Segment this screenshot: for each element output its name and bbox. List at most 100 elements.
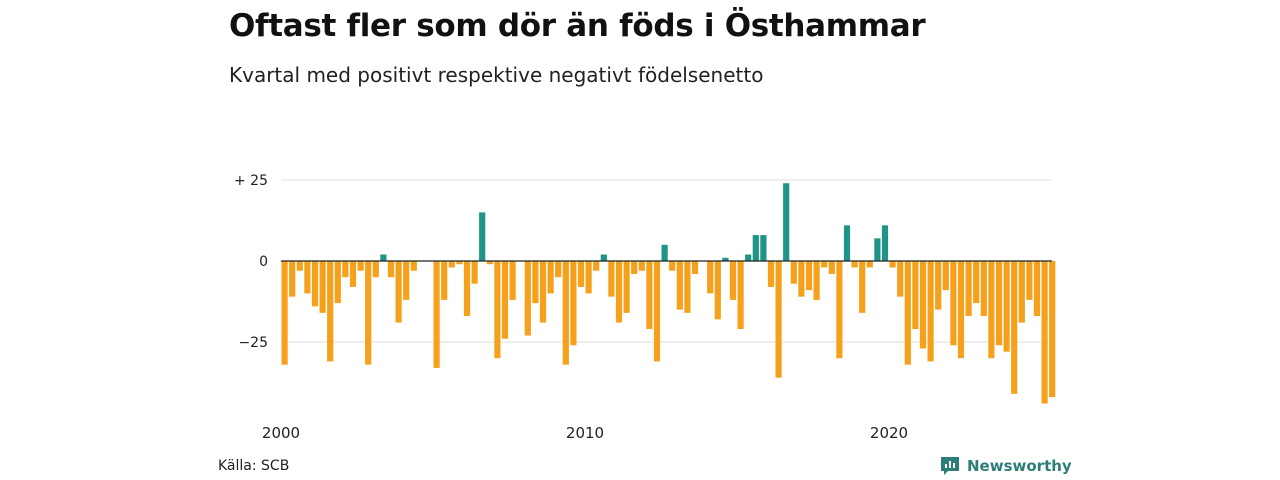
bar-negative — [965, 261, 972, 317]
bar-negative — [532, 261, 539, 304]
bar-positive — [722, 257, 729, 261]
bar-positive — [745, 254, 752, 261]
bar-negative — [790, 261, 797, 284]
x-tick-label: 2020 — [870, 424, 908, 442]
bar-negative — [669, 261, 676, 271]
bar-negative — [410, 261, 417, 271]
bar-negative — [615, 261, 623, 323]
bar-negative — [904, 261, 911, 365]
bar-negative — [1018, 261, 1025, 323]
bar-negative — [570, 261, 577, 346]
y-tick-label: 0 — [259, 254, 268, 270]
bar-negative — [798, 261, 805, 297]
bar-negative — [714, 261, 721, 320]
bar-negative — [805, 261, 813, 291]
bar-negative — [676, 261, 683, 310]
newsworthy-logo[interactable]: Newsworthy — [939, 455, 1072, 477]
bar-positive — [479, 212, 486, 261]
bar-negative — [311, 261, 319, 307]
bar-negative — [372, 261, 379, 278]
bar-negative — [942, 261, 949, 291]
bar-negative — [509, 261, 516, 300]
bar-negative — [631, 261, 638, 274]
bar-negative — [950, 261, 957, 346]
y-tick-label: −25 — [238, 335, 268, 351]
bar-negative — [387, 261, 395, 278]
bar-negative — [623, 261, 630, 313]
bar-negative — [334, 261, 341, 304]
bar-negative — [927, 261, 934, 362]
bar-negative — [729, 261, 737, 300]
bar-negative — [653, 261, 661, 362]
x-axis-ticks: 2000 2010 2020 — [262, 424, 908, 442]
bar-negative — [357, 261, 364, 271]
y-axis-ticks: + 25 0 −25 — [234, 173, 268, 351]
bar-negative — [919, 261, 927, 349]
bar-negative — [935, 261, 942, 310]
chart-subtitle: Kvartal med positivt respektive negativt… — [229, 63, 764, 87]
bar-negative — [281, 261, 288, 365]
bar-positive — [661, 244, 668, 261]
source-note: Källa: SCB — [218, 458, 290, 474]
bar-negative — [638, 261, 645, 271]
x-tick-label: 2010 — [566, 424, 604, 442]
bar-negative — [973, 261, 980, 304]
bar-positive — [874, 238, 881, 261]
bar-negative — [767, 261, 775, 287]
bar-negative — [403, 261, 410, 300]
bar-negative — [448, 261, 455, 268]
bar-negative — [319, 261, 326, 313]
bar-negative — [296, 261, 303, 271]
bar-negative — [433, 261, 440, 368]
bar-negative — [821, 261, 828, 268]
bar-positive — [600, 254, 607, 261]
bar-negative — [562, 261, 569, 365]
bar-negative — [1026, 261, 1033, 300]
bar-negative — [441, 261, 448, 300]
bar-negative — [349, 261, 357, 287]
bar-negative — [995, 261, 1003, 346]
bar-negative — [707, 261, 714, 294]
bar-negative — [608, 261, 615, 297]
y-tick-label: + 25 — [234, 173, 268, 189]
bar-negative — [289, 261, 296, 297]
bar-negative — [577, 261, 585, 287]
x-tick-label: 2000 — [262, 424, 300, 442]
bar-negative — [684, 261, 691, 313]
chart-title: Oftast fler som dör än föds i Östhammar — [229, 8, 926, 44]
bar-negative — [836, 261, 843, 359]
bar-negative — [646, 261, 653, 330]
bar-negative — [304, 261, 311, 294]
bar-negative — [494, 261, 501, 359]
bar-negative — [524, 261, 531, 336]
bar-negative — [889, 261, 896, 268]
bar-negative — [866, 261, 873, 268]
bar-negative — [859, 261, 866, 313]
bar-negative — [593, 261, 600, 271]
bar-negative — [957, 261, 965, 359]
bar-negative — [828, 261, 835, 274]
bar-positive — [783, 183, 790, 261]
bar-negative — [988, 261, 995, 359]
bar-negative — [342, 261, 349, 278]
bar-negative — [539, 261, 547, 323]
bar-negative — [980, 261, 987, 317]
bar-negative — [501, 261, 509, 339]
bar-positive — [760, 235, 767, 261]
bar-negative — [1049, 261, 1056, 398]
bar-negative — [813, 261, 820, 300]
bar-positive — [881, 225, 889, 261]
bar-negative — [1003, 261, 1010, 352]
bar-negative — [775, 261, 782, 378]
bar-negative — [585, 261, 592, 294]
bar-negative — [691, 261, 699, 274]
bar-negative — [851, 261, 858, 268]
bar-negative — [897, 261, 904, 297]
bar-positive — [380, 254, 387, 261]
bar-negative — [486, 261, 493, 265]
bar-negative — [365, 261, 372, 365]
bar-negative — [1011, 261, 1018, 394]
bar-negative — [327, 261, 334, 362]
bar-negative — [471, 261, 478, 284]
